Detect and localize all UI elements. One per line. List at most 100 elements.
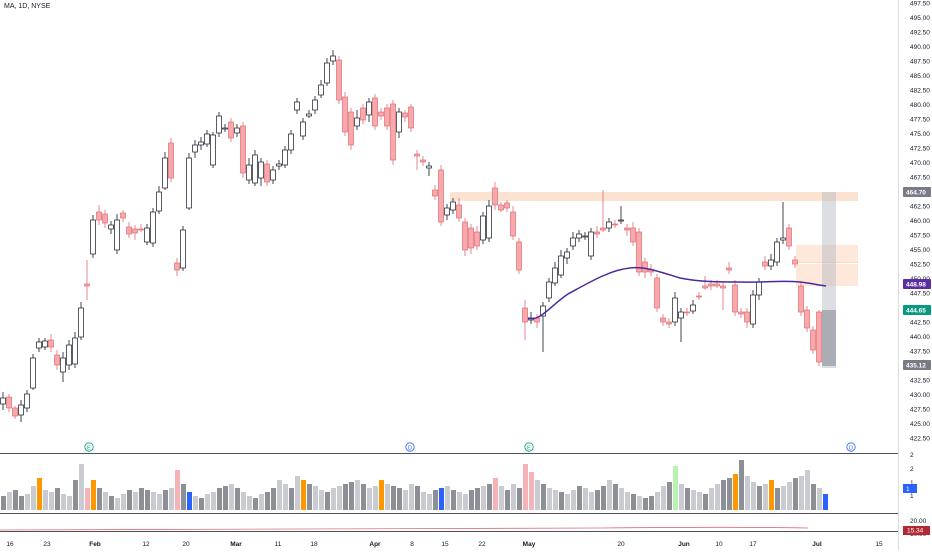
candle[interactable]	[516, 241, 522, 271]
candle[interactable]	[774, 241, 780, 263]
candle[interactable]	[228, 121, 234, 139]
candle[interactable]	[402, 112, 408, 118]
candle[interactable]	[108, 224, 114, 230]
candle[interactable]	[114, 219, 120, 251]
candle[interactable]	[696, 295, 702, 298]
candle[interactable]	[588, 231, 594, 257]
candle[interactable]	[246, 164, 252, 181]
event-marker[interactable]	[524, 442, 534, 452]
candle[interactable]	[42, 340, 48, 348]
candle[interactable]	[606, 221, 612, 229]
candle[interactable]	[324, 62, 330, 84]
candle[interactable]	[360, 107, 366, 121]
candle[interactable]	[678, 311, 684, 319]
candle[interactable]	[780, 237, 786, 241]
candle[interactable]	[258, 161, 264, 179]
event-marker[interactable]	[405, 442, 415, 452]
candle[interactable]	[36, 341, 42, 349]
candle[interactable]	[636, 231, 642, 273]
candle[interactable]	[582, 235, 588, 238]
candle[interactable]	[594, 231, 600, 235]
candle[interactable]	[270, 169, 276, 181]
candle[interactable]	[138, 228, 144, 231]
candle[interactable]	[666, 321, 672, 325]
candle[interactable]	[48, 339, 54, 348]
candle[interactable]	[306, 113, 312, 117]
candle[interactable]	[276, 163, 282, 167]
candle[interactable]	[726, 267, 732, 271]
candle[interactable]	[192, 144, 198, 153]
candle[interactable]	[96, 211, 102, 221]
candle[interactable]	[144, 227, 150, 243]
candle[interactable]	[414, 153, 420, 157]
candle[interactable]	[60, 357, 66, 373]
candle[interactable]	[672, 297, 678, 323]
candle[interactable]	[156, 191, 162, 212]
candle[interactable]	[474, 231, 480, 247]
candle[interactable]	[720, 285, 726, 289]
candle[interactable]	[366, 101, 372, 116]
candle[interactable]	[378, 111, 384, 117]
candle[interactable]	[288, 133, 294, 151]
candle[interactable]	[216, 115, 222, 134]
candle[interactable]	[210, 134, 216, 166]
event-marker[interactable]	[846, 442, 856, 452]
candle[interactable]	[180, 229, 186, 269]
candle[interactable]	[744, 311, 750, 323]
candle[interactable]	[540, 305, 546, 317]
candle[interactable]	[384, 107, 390, 127]
candle[interactable]	[768, 259, 774, 267]
candle[interactable]	[294, 101, 300, 111]
candle[interactable]	[762, 261, 768, 267]
candle[interactable]	[18, 404, 24, 416]
candle[interactable]	[786, 227, 792, 247]
candle[interactable]	[24, 393, 30, 409]
candle[interactable]	[468, 227, 474, 249]
event-marker[interactable]	[84, 442, 94, 452]
candle[interactable]	[126, 226, 132, 235]
candle[interactable]	[90, 219, 96, 255]
candle[interactable]	[810, 329, 816, 351]
candle[interactable]	[576, 233, 582, 239]
candle[interactable]	[72, 337, 78, 365]
candle[interactable]	[420, 159, 426, 163]
candle[interactable]	[54, 354, 60, 366]
candle[interactable]	[624, 227, 630, 231]
candle[interactable]	[186, 157, 192, 209]
candle[interactable]	[6, 396, 12, 409]
candle[interactable]	[312, 99, 318, 111]
candle[interactable]	[642, 261, 648, 273]
candle[interactable]	[120, 212, 126, 219]
candle[interactable]	[162, 157, 168, 189]
candle[interactable]	[498, 204, 504, 211]
candle[interactable]	[222, 127, 228, 130]
candle[interactable]	[486, 205, 492, 239]
candle[interactable]	[732, 284, 738, 313]
candle[interactable]	[438, 169, 444, 223]
candle[interactable]	[390, 103, 396, 161]
candle[interactable]	[234, 127, 240, 134]
candle[interactable]	[0, 397, 6, 405]
candle[interactable]	[102, 213, 108, 224]
candle[interactable]	[612, 223, 618, 226]
candle[interactable]	[342, 96, 348, 133]
candle[interactable]	[396, 111, 402, 133]
symbol-title[interactable]: MA, 1D, NYSE	[4, 3, 51, 10]
candle[interactable]	[330, 55, 336, 62]
candle[interactable]	[456, 204, 462, 219]
candle[interactable]	[654, 277, 660, 309]
candle[interactable]	[600, 227, 606, 231]
candle[interactable]	[354, 117, 360, 127]
candle[interactable]	[240, 125, 246, 174]
candle[interactable]	[558, 255, 564, 276]
candle[interactable]	[252, 154, 258, 184]
candle[interactable]	[372, 97, 378, 127]
candle[interactable]	[78, 307, 84, 338]
candle[interactable]	[318, 84, 324, 96]
candle[interactable]	[708, 283, 714, 287]
candle[interactable]	[702, 285, 708, 289]
candle[interactable]	[504, 202, 510, 209]
candle[interactable]	[432, 189, 438, 197]
candle[interactable]	[618, 219, 624, 222]
